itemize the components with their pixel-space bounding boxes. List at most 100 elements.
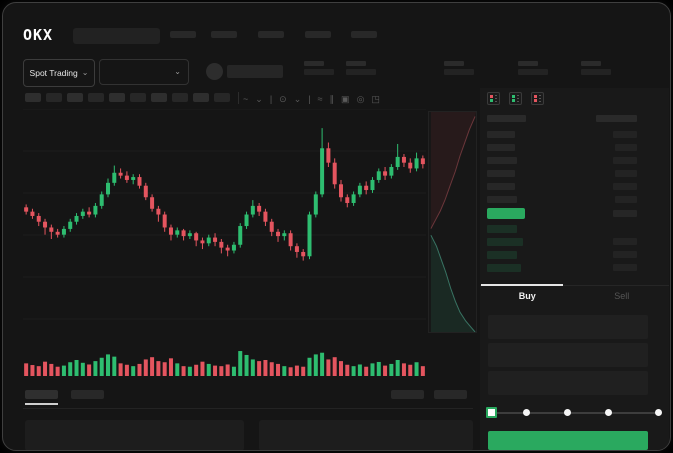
bid-amount (613, 251, 637, 258)
history-tab[interactable] (71, 390, 104, 399)
ask-row[interactable] (487, 131, 515, 138)
nav-item[interactable] (211, 31, 237, 38)
timeframe-button[interactable] (25, 93, 41, 102)
active-tab-underline (25, 403, 58, 405)
chevron-down-icon[interactable]: ⌄ (255, 94, 263, 104)
order-input-field[interactable] (488, 315, 648, 339)
chevron-down-icon[interactable]: ⌄ (293, 94, 302, 104)
fullscreen-icon[interactable]: ◳ (371, 94, 380, 104)
ask-amount (613, 157, 637, 164)
bottom-action[interactable] (391, 390, 424, 399)
ask-amount (615, 170, 637, 177)
bid-row[interactable] (487, 238, 523, 246)
nav-item[interactable] (258, 31, 284, 38)
stat-label (304, 61, 324, 66)
bid-row[interactable] (487, 225, 517, 233)
stat-value (581, 69, 611, 75)
ask-amount (615, 144, 637, 151)
price-column-header (487, 115, 526, 122)
stat-value (346, 69, 376, 75)
pair-dropdown[interactable]: ⌄ (99, 59, 189, 85)
timeframe-button[interactable] (46, 93, 62, 102)
market-type-selector[interactable]: Spot Trading ⌄ (23, 59, 95, 87)
candlestick-chart[interactable] (23, 109, 426, 345)
settings-icon[interactable]: ◎ (356, 94, 365, 104)
timeframe-button[interactable] (88, 93, 104, 102)
indicator-wave-icon[interactable]: ~ (243, 94, 249, 104)
timeframe-button[interactable] (193, 93, 209, 102)
slider-dots (486, 407, 662, 418)
timeframe-button[interactable] (172, 93, 188, 102)
bottom-action[interactable] (434, 390, 467, 399)
order-book-view-modes (487, 92, 544, 105)
snapshot-icon[interactable]: ▣ (341, 94, 350, 104)
search-input[interactable] (73, 28, 160, 44)
candle-type-icon[interactable]: ⊙ (279, 94, 287, 104)
ask-row[interactable] (487, 170, 515, 177)
order-book-asks-icon[interactable] (531, 92, 544, 105)
ask-row[interactable] (487, 196, 517, 203)
coin-avatar (206, 63, 223, 80)
tab-sell[interactable]: Sell (614, 291, 630, 301)
timeframe-button[interactable] (214, 93, 230, 102)
brand-logo: OKX (23, 26, 54, 44)
slider-stop[interactable] (655, 409, 662, 416)
last-price-amount (613, 210, 637, 217)
ask-amount (613, 131, 637, 138)
order-history-panel (259, 420, 473, 450)
amount-column-header (596, 115, 637, 122)
slider-stop[interactable] (605, 409, 612, 416)
order-book-combined-icon[interactable] (487, 92, 500, 105)
measure-icon[interactable]: ∥ (329, 94, 335, 104)
stat-label (518, 61, 538, 66)
order-book-bids-icon[interactable] (509, 92, 522, 105)
ask-amount (613, 183, 637, 190)
trade-tabs: Buy Sell (480, 289, 669, 304)
bid-row[interactable] (487, 264, 521, 272)
bid-amount (613, 264, 637, 271)
ask-row[interactable] (487, 183, 515, 190)
divider (480, 285, 669, 286)
slider-stop[interactable] (523, 409, 530, 416)
depth-chart[interactable] (428, 111, 477, 333)
divider: | (308, 94, 311, 104)
ask-row[interactable] (487, 157, 517, 164)
trendline-icon[interactable]: ≈ (317, 94, 323, 104)
timeframe-button[interactable] (67, 93, 83, 102)
ask-row[interactable] (487, 144, 515, 151)
tab-buy[interactable]: Buy (518, 291, 536, 301)
ask-amount (615, 196, 637, 203)
stat-label (444, 61, 464, 66)
timeframe-button[interactable] (130, 93, 146, 102)
timeframe-button[interactable] (151, 93, 167, 102)
stat-value (304, 69, 334, 75)
nav-item[interactable] (170, 31, 196, 38)
bid-amount (613, 238, 637, 245)
stat-value (444, 69, 474, 75)
buy-submit-button[interactable] (488, 431, 648, 450)
stat-label (346, 61, 366, 66)
order-input-field[interactable] (488, 371, 648, 395)
pair-name-placeholder (227, 65, 283, 78)
chart-tools: ~ ⌄ | ⊙ ⌄ | ≈ ∥ ▣ ◎ ◳ (243, 91, 380, 107)
slider-handle[interactable] (486, 407, 497, 418)
order-input-field[interactable] (488, 343, 648, 367)
timeframe-button[interactable] (109, 93, 125, 102)
last-price-badge (487, 208, 525, 219)
nav-item[interactable] (305, 31, 331, 38)
amount-slider[interactable] (491, 412, 659, 414)
divider (23, 408, 473, 409)
slider-stop[interactable] (564, 409, 571, 416)
bid-row[interactable] (487, 251, 517, 259)
market-type-label: Spot Trading (29, 68, 78, 78)
active-tab-indicator (481, 284, 563, 286)
divider (238, 92, 239, 104)
nav-item[interactable] (351, 31, 377, 38)
divider: | (269, 94, 273, 104)
history-tab[interactable] (25, 390, 58, 399)
open-orders-panel (25, 420, 244, 450)
volume-pane[interactable] (23, 345, 426, 378)
chevron-down-icon: ⌄ (174, 67, 181, 76)
